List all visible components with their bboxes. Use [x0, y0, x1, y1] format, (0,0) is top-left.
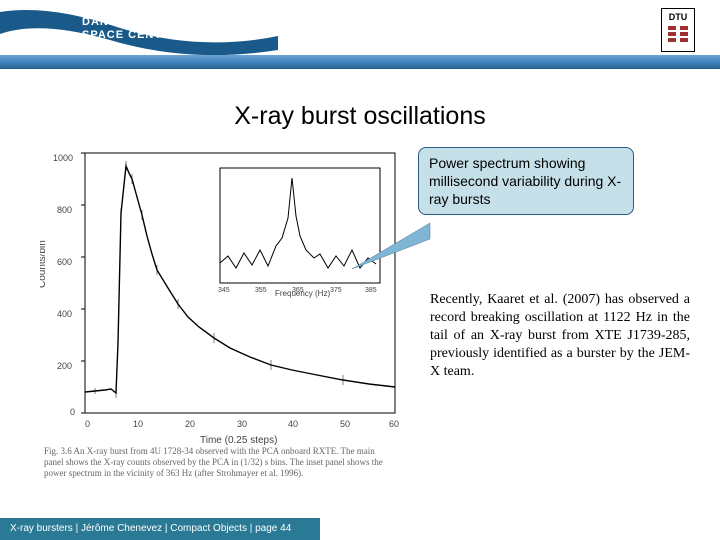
org-name: DANISH NATIONAL SPACE CENTER [82, 16, 198, 42]
svg-text:400: 400 [57, 309, 72, 319]
burst-chart: 1000 800 600 400 200 0 0 10 20 30 40 50 … [40, 143, 420, 463]
body-paragraph: Recently, Kaaret et al. (2007) has obser… [430, 291, 690, 381]
svg-text:345: 345 [218, 287, 230, 294]
svg-text:365: 365 [292, 287, 304, 294]
svg-text:1000: 1000 [53, 153, 73, 163]
svg-text:0: 0 [70, 407, 75, 417]
callout-box: Power spectrum showing millisecond varia… [418, 147, 634, 215]
svg-text:50: 50 [340, 419, 350, 429]
page-title: X-ray burst oscillations [0, 102, 720, 131]
dtu-lines-icon [662, 26, 694, 42]
svg-text:Counts/bin: Counts/bin [40, 240, 48, 288]
svg-text:200: 200 [57, 361, 72, 371]
content-area: 1000 800 600 400 200 0 0 10 20 30 40 50 … [0, 131, 720, 511]
header-bar [0, 55, 720, 69]
svg-text:0: 0 [85, 419, 90, 429]
svg-text:10: 10 [133, 419, 143, 429]
svg-text:60: 60 [389, 419, 399, 429]
org-line2: SPACE CENTER [82, 29, 179, 41]
org-line1: DANISH NATIONAL [82, 16, 198, 28]
dtu-text: DTU [662, 12, 694, 22]
footer-bar: X-ray bursters | Jérôme Chenevez | Compa… [0, 518, 320, 540]
svg-text:20: 20 [185, 419, 195, 429]
svg-text:40: 40 [288, 419, 298, 429]
org-logo: DANISH NATIONAL SPACE CENTER [0, 8, 280, 56]
svg-text:800: 800 [57, 205, 72, 215]
svg-text:30: 30 [237, 419, 247, 429]
svg-text:375: 375 [330, 287, 342, 294]
dtu-logo: DTU [661, 8, 695, 52]
callout-text: Power spectrum showing millisecond varia… [429, 155, 621, 207]
chart-caption: Fig. 3.6 An X-ray burst from 4U 1728-34 … [44, 446, 394, 479]
callout-pointer-icon [352, 221, 432, 271]
header: DANISH NATIONAL SPACE CENTER DTU [0, 0, 720, 70]
svg-text:355: 355 [255, 287, 267, 294]
svg-text:600: 600 [57, 257, 72, 267]
svg-text:Time (0.25 steps): Time (0.25 steps) [200, 435, 277, 446]
svg-text:385: 385 [365, 287, 377, 294]
